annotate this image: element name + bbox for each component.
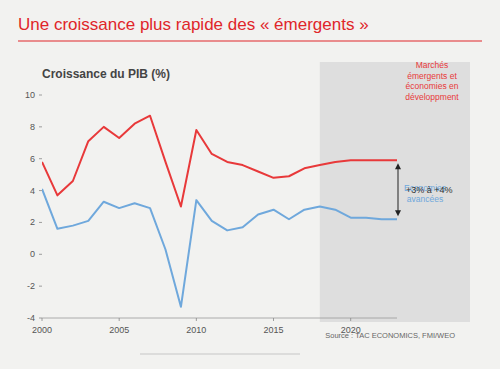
y-tick-label: 8 [30,122,35,132]
source: Source : TAC ECONOMICS, FMI/WEO [325,331,455,340]
y-tick-label: 0 [30,249,35,259]
gap-arrow [398,168,399,211]
x-tick-label: 2010 [186,325,206,335]
x-tick-label: 2015 [264,325,284,335]
y-tick-label: -2 [27,281,35,291]
x-tick [273,318,274,321]
x-tick [350,318,351,321]
series-label-line: Marchés [416,60,449,70]
y-tick [39,95,42,96]
title-rule [18,40,482,41]
y-tick-label: 10 [25,90,35,100]
x-tick-label: 2005 [109,325,129,335]
y-tick-label: 4 [30,186,35,196]
series-label-line: avancées [407,194,443,204]
x-tick [42,318,43,321]
y-tick [39,190,42,191]
y-tick-label: -4 [27,313,35,323]
y-tick [39,286,42,287]
arrow-head [395,163,401,169]
x-tick-label: 2000 [32,325,52,335]
y-tick-label: 2 [30,217,35,227]
y-axis-title: Croissance du PIB (%) [42,67,170,81]
series-line [42,116,397,207]
annotation: +3% à +4% [406,185,453,195]
y-tick [39,222,42,223]
series-label-line: émergents et [407,71,457,81]
x-axis [42,318,397,319]
series-label: Marchésémergents etéconomies endéveloppm… [405,60,459,102]
plot-area [42,116,397,307]
y-tick [39,254,42,255]
arrow-head [395,210,401,216]
footer-rule [140,354,300,355]
x-tick [119,318,120,321]
chart: Une croissance plus rapide des « émergen… [0,0,500,369]
title: Une croissance plus rapide des « émergen… [18,15,369,34]
series-label-line: développment [405,92,459,102]
series-line [42,189,397,307]
y-tick [39,126,42,127]
y-tick [39,158,42,159]
y-tick [39,318,42,319]
forecast-band [320,62,470,322]
series-label-line: économies en [406,81,459,91]
y-tick-label: 6 [30,154,35,164]
x-tick [196,318,197,321]
